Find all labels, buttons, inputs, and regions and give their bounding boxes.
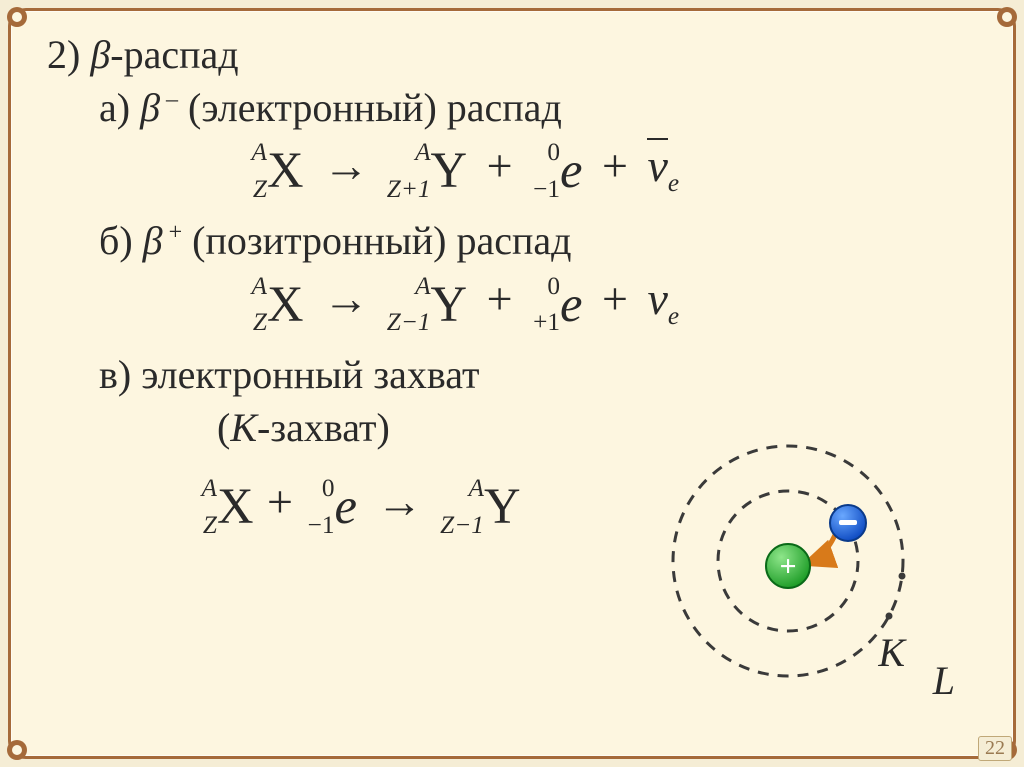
- electron-minus-icon: [839, 520, 857, 525]
- equation-beta-minus: A Z X → A Z+1 Y + 0 −1 e + νe: [47, 139, 977, 199]
- nuclide-Y: A Z−1 Y: [484, 477, 521, 535]
- corner-ornament: [7, 7, 27, 27]
- diagram-svg: +: [653, 436, 953, 696]
- nuclide-X: A Z X: [217, 477, 254, 535]
- nucleus-plus-icon: +: [779, 550, 796, 583]
- nuclide-X: A Z X: [267, 141, 304, 199]
- title-suffix: -распад: [110, 32, 238, 77]
- electron: 0 −1 e: [335, 477, 357, 535]
- paren-open: (: [217, 405, 230, 450]
- title-line: 2) β-распад: [47, 31, 977, 78]
- item-a: а) β – (электронный) распад: [47, 84, 977, 131]
- orbit-dot: [899, 573, 906, 580]
- neutrino: ν: [647, 273, 667, 324]
- positron: 0 +1 e: [560, 275, 582, 333]
- item-b-desc: (позитронный) распад: [182, 218, 571, 263]
- item-a-desc: (электронный) распад: [178, 85, 562, 130]
- nuclide-X: A Z X: [267, 275, 304, 333]
- corner-ornament: [997, 7, 1017, 27]
- shell-K-label: K: [878, 629, 905, 676]
- page-number: 22: [978, 736, 1012, 761]
- plus-icon: +: [594, 140, 636, 191]
- item-c-label: в) электронный захват: [99, 352, 479, 397]
- corner-ornament: [7, 740, 27, 760]
- nuclide-Y: A Z+1 Y: [431, 141, 468, 199]
- k-symbol: K: [230, 405, 257, 450]
- item-a-symbol: β: [140, 85, 160, 130]
- shell-L-label: L: [933, 657, 955, 704]
- item-b: б) β + (позитронный) распад: [47, 217, 977, 264]
- item-c-sub-suffix: -захват): [257, 405, 390, 450]
- item-b-symbol: β: [143, 218, 163, 263]
- item-c: в) электронный захват: [47, 351, 977, 398]
- equation-beta-plus: A Z X → A Z−1 Y + 0 +1 e + νe: [47, 272, 977, 332]
- neutrino-sub: e: [668, 303, 679, 331]
- neutrino-sub: e: [668, 169, 679, 197]
- item-a-label: а): [99, 85, 140, 130]
- antineutrino: ν: [647, 139, 667, 192]
- slide-frame: 2) β-распад а) β – (электронный) распад …: [8, 8, 1016, 759]
- electron-capture-diagram: + K L: [653, 436, 953, 696]
- item-a-super: –: [160, 87, 178, 113]
- electron: 0 −1 e: [560, 141, 582, 199]
- plus-icon: +: [594, 273, 636, 324]
- title-symbol: β: [90, 32, 110, 77]
- title-prefix: 2): [47, 32, 90, 77]
- item-b-label: б): [99, 218, 143, 263]
- item-b-super: +: [163, 220, 183, 246]
- nuclide-Y: A Z−1 Y: [431, 275, 468, 333]
- orbit-dot: [886, 613, 893, 620]
